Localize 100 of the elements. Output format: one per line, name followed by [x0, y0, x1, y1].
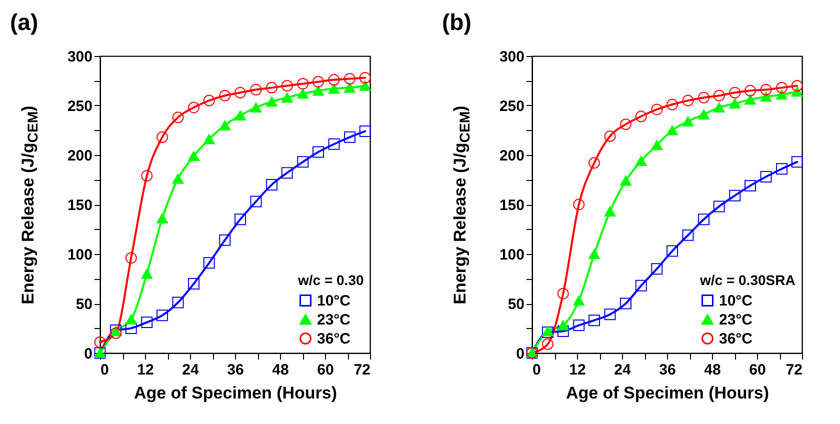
point — [713, 102, 725, 113]
point — [682, 229, 694, 241]
point — [172, 112, 184, 124]
point — [744, 94, 756, 105]
x-tick-label: 72 — [354, 362, 370, 378]
point — [188, 278, 200, 290]
point — [141, 268, 153, 279]
point — [666, 98, 678, 110]
x-tick-label: 12 — [569, 362, 586, 378]
point — [297, 156, 309, 168]
legend-title: w/c = 0.30 — [297, 272, 364, 288]
point — [729, 98, 741, 109]
point — [219, 120, 231, 130]
legend-title: w/c = 0.30SRA — [699, 272, 796, 288]
x-tick-label: 48 — [704, 362, 721, 378]
point — [713, 90, 725, 102]
x-tick-label: 24 — [614, 362, 632, 378]
y-tick-label: 250 — [499, 98, 524, 115]
y-tick-label: 150 — [67, 197, 92, 214]
y-tick-label: 100 — [67, 246, 92, 264]
point — [156, 213, 168, 224]
point — [281, 167, 293, 179]
y-tick-label: 50 — [76, 296, 92, 313]
point — [344, 82, 356, 93]
legend-label: 23°C — [719, 312, 753, 328]
point — [776, 163, 788, 175]
point — [328, 74, 340, 86]
point — [588, 157, 600, 169]
point — [744, 180, 756, 192]
point — [776, 82, 788, 94]
x-tick-label: 0 — [100, 362, 109, 378]
x-axis-title: Age of Specimen (Hours) — [566, 384, 770, 402]
legend-label: 23°C — [317, 312, 351, 328]
point — [234, 110, 246, 120]
point — [604, 308, 616, 320]
y-tick-label: 0 — [516, 346, 524, 362]
y-tick-label: 150 — [499, 197, 524, 214]
point — [156, 310, 168, 322]
point — [344, 131, 356, 143]
point — [234, 214, 246, 226]
point — [698, 92, 710, 104]
point — [620, 298, 632, 310]
point — [281, 92, 293, 103]
point — [141, 170, 153, 182]
point — [744, 84, 756, 96]
legend-label: 36°C — [719, 330, 753, 348]
y-tick-label: 200 — [499, 148, 524, 164]
point — [312, 76, 324, 88]
point — [729, 190, 741, 202]
y-tick-label: 0 — [84, 346, 92, 362]
point — [573, 295, 585, 306]
point — [94, 336, 106, 348]
point — [635, 156, 647, 166]
y-tick-label: 200 — [67, 148, 92, 164]
point — [359, 72, 371, 84]
point — [188, 102, 200, 114]
point — [312, 146, 324, 158]
point — [312, 86, 324, 96]
point — [125, 252, 137, 264]
point — [557, 320, 569, 330]
x-tick-label: 60 — [749, 362, 766, 378]
point — [172, 296, 184, 308]
point — [682, 94, 694, 106]
legend-label: 36°C — [317, 330, 351, 348]
point — [219, 234, 231, 246]
point — [234, 86, 246, 98]
point — [203, 257, 215, 269]
x-tick-label: 60 — [317, 362, 334, 378]
point — [573, 320, 585, 332]
x-axis-title: Age of Specimen (Hours) — [134, 384, 338, 402]
point — [760, 84, 772, 96]
point — [604, 206, 616, 216]
point — [588, 314, 600, 326]
point — [250, 196, 262, 208]
point — [359, 80, 371, 91]
point — [156, 131, 168, 143]
y-tick-label: 300 — [67, 48, 92, 66]
point — [266, 96, 278, 107]
point — [344, 73, 356, 85]
point — [557, 325, 569, 337]
point — [557, 288, 569, 300]
point — [588, 248, 600, 260]
point — [219, 90, 231, 102]
point — [651, 263, 663, 275]
point — [666, 245, 678, 257]
point — [266, 178, 278, 190]
point — [635, 110, 647, 122]
point — [713, 200, 725, 212]
point — [266, 82, 278, 94]
point — [297, 88, 309, 99]
point — [172, 174, 184, 184]
point — [328, 138, 340, 150]
point — [125, 322, 137, 334]
point — [188, 150, 200, 162]
x-tick-label: 24 — [182, 362, 200, 378]
point — [359, 125, 371, 137]
point — [203, 94, 215, 106]
point — [203, 134, 215, 144]
point — [776, 90, 788, 100]
chart-title: (a) — [10, 9, 38, 35]
